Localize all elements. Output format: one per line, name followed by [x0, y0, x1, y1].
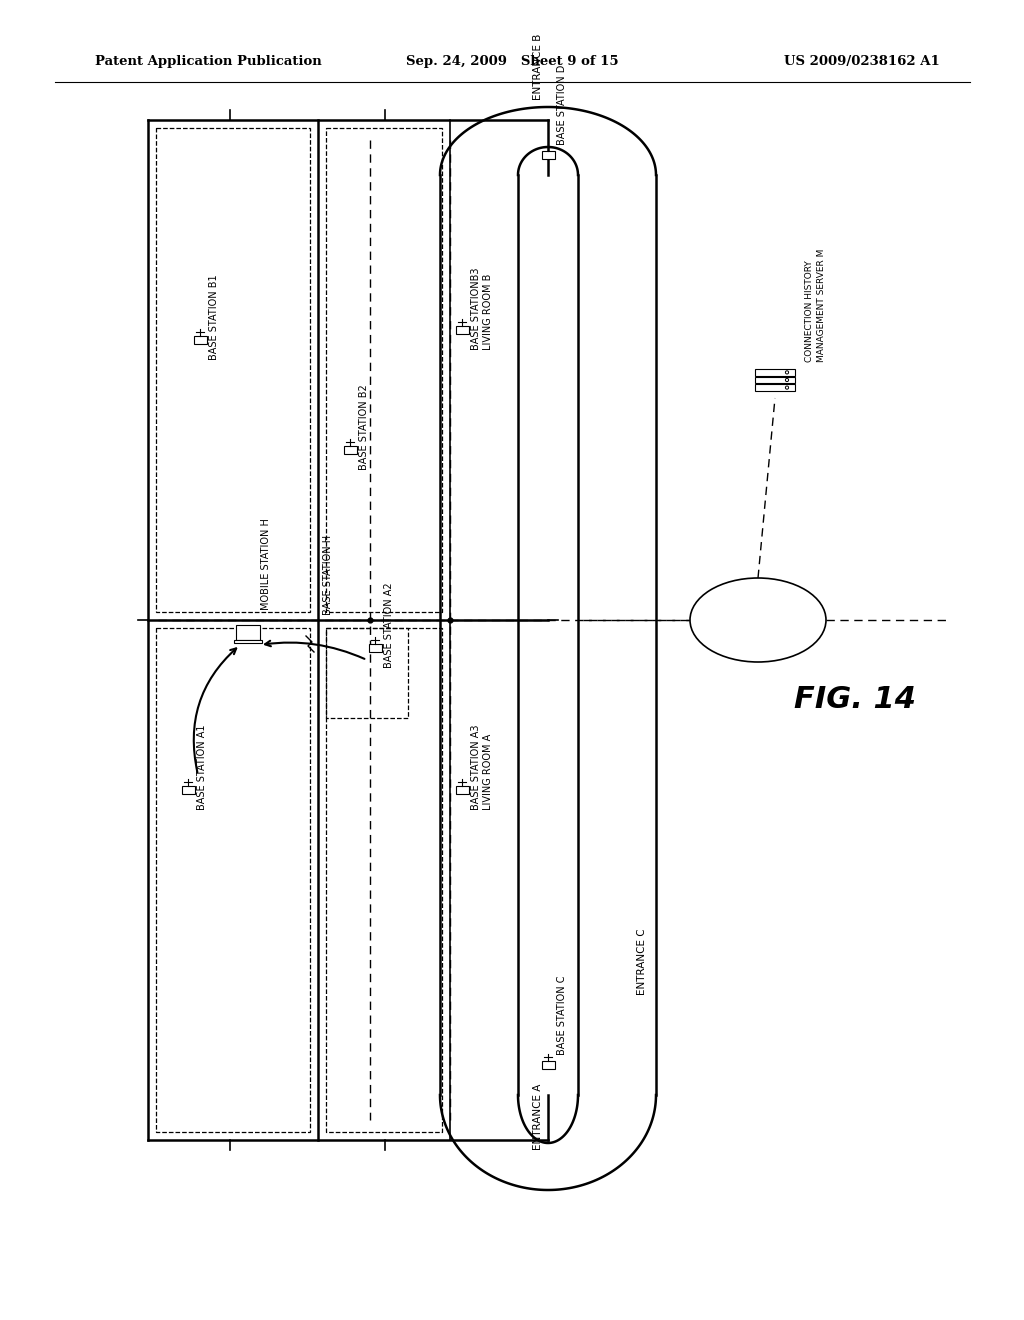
Text: ENTRANCE A: ENTRANCE A	[534, 1084, 543, 1150]
Text: US 2009/0238162 A1: US 2009/0238162 A1	[784, 55, 940, 69]
Text: NETWORK: NETWORK	[729, 615, 786, 624]
Text: CONNECTION HISTORY: CONNECTION HISTORY	[805, 260, 813, 362]
Bar	[542, 1061, 555, 1069]
Circle shape	[785, 371, 788, 374]
Text: LIVING ROOM B: LIVING ROOM B	[483, 273, 493, 350]
Bar	[326, 628, 442, 1133]
Bar	[755, 370, 795, 376]
Text: BASE STATION B1: BASE STATION B1	[209, 275, 219, 360]
Bar	[755, 384, 795, 391]
Circle shape	[785, 379, 788, 381]
Text: LIVING ROOM A: LIVING ROOM A	[483, 734, 493, 810]
Bar	[156, 128, 310, 612]
Text: ENTRANCE B: ENTRANCE B	[534, 33, 543, 100]
Text: Patent Application Publication: Patent Application Publication	[95, 55, 322, 69]
Ellipse shape	[690, 578, 826, 663]
Bar	[233, 640, 262, 643]
Text: BASE STATION B2: BASE STATION B2	[359, 384, 369, 470]
Text: ENTRANCE C: ENTRANCE C	[637, 928, 647, 995]
Text: MANAGEMENT SERVER M: MANAGEMENT SERVER M	[816, 248, 825, 362]
Bar	[237, 624, 260, 640]
Bar	[456, 326, 469, 334]
Bar	[343, 446, 356, 454]
Text: BASE STATION A3: BASE STATION A3	[471, 725, 481, 810]
Text: BASE STATION A1: BASE STATION A1	[197, 725, 207, 810]
Text: FIG. 14: FIG. 14	[794, 685, 916, 714]
Circle shape	[785, 385, 788, 389]
Text: BASE STATIONB3: BASE STATIONB3	[471, 268, 481, 350]
Bar	[181, 787, 195, 793]
Text: Sep. 24, 2009   Sheet 9 of 15: Sep. 24, 2009 Sheet 9 of 15	[406, 55, 618, 69]
Text: BASE STATION A2: BASE STATION A2	[384, 582, 394, 668]
Text: BASE STATION H: BASE STATION H	[323, 535, 333, 615]
Bar	[542, 152, 555, 158]
Bar	[194, 337, 207, 343]
Bar	[326, 628, 408, 718]
Text: BASE STATION C: BASE STATION C	[557, 975, 567, 1055]
Bar	[369, 644, 382, 652]
Bar	[326, 128, 442, 612]
Bar	[456, 787, 469, 793]
Bar	[755, 376, 795, 383]
Bar	[156, 628, 310, 1133]
Text: BASE STATION D: BASE STATION D	[557, 65, 567, 145]
Text: MOBILE STATION H: MOBILE STATION H	[261, 519, 271, 610]
